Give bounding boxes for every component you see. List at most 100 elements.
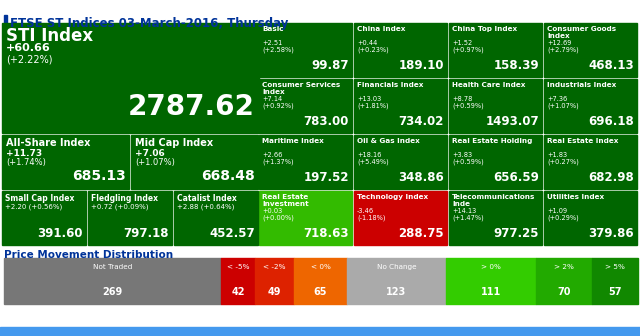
Text: Small Cap Index: Small Cap Index xyxy=(5,194,74,203)
Text: +2.51
(+2.58%): +2.51 (+2.58%) xyxy=(262,40,294,53)
Text: +7.06: +7.06 xyxy=(135,149,164,158)
Bar xyxy=(544,191,637,245)
Text: > 2%: > 2% xyxy=(554,264,573,270)
Bar xyxy=(2,23,259,133)
Text: STI Index: STI Index xyxy=(6,27,93,45)
Bar xyxy=(259,79,352,133)
Text: 391.60: 391.60 xyxy=(38,227,83,240)
Bar xyxy=(536,258,592,304)
Text: 123: 123 xyxy=(387,287,406,297)
Bar xyxy=(354,23,447,77)
Text: < -2%: < -2% xyxy=(264,264,286,270)
Bar xyxy=(354,191,447,245)
Text: 682.98: 682.98 xyxy=(588,171,634,184)
Text: +1.52
(+0.97%): +1.52 (+0.97%) xyxy=(452,40,484,53)
Text: +13.03
(+1.81%): +13.03 (+1.81%) xyxy=(357,96,388,109)
Text: Health Care Index: Health Care Index xyxy=(452,82,525,88)
Text: 468.13: 468.13 xyxy=(588,59,634,72)
Bar xyxy=(0,327,640,336)
Bar xyxy=(2,191,86,245)
Text: +2.20 (+0.56%): +2.20 (+0.56%) xyxy=(5,204,62,210)
Bar xyxy=(259,135,352,189)
Text: (+1.74%): (+1.74%) xyxy=(6,158,46,167)
Text: 656.59: 656.59 xyxy=(493,171,539,184)
Bar xyxy=(354,79,447,133)
Text: FTSE ST Indices 03-March-2016, Thursday: FTSE ST Indices 03-March-2016, Thursday xyxy=(10,16,289,30)
Text: 734.02: 734.02 xyxy=(399,115,444,128)
Text: Consumer Services
Index: Consumer Services Index xyxy=(262,82,340,94)
Bar xyxy=(131,135,258,189)
Text: Price Movement Distribution: Price Movement Distribution xyxy=(4,250,173,260)
Text: 49: 49 xyxy=(268,287,282,297)
Text: +7.36
(+1.07%): +7.36 (+1.07%) xyxy=(547,96,579,109)
Bar xyxy=(259,191,352,245)
Text: Financials Index: Financials Index xyxy=(357,82,424,88)
Bar xyxy=(544,135,637,189)
Bar xyxy=(221,258,255,304)
Bar xyxy=(544,79,637,133)
Text: > 0%: > 0% xyxy=(481,264,500,270)
Text: 2787.62: 2787.62 xyxy=(128,93,255,121)
Text: 65: 65 xyxy=(314,287,327,297)
Text: 158.39: 158.39 xyxy=(493,59,539,72)
Text: China Index: China Index xyxy=(357,26,405,32)
Text: (+2.22%): (+2.22%) xyxy=(6,54,52,64)
Bar xyxy=(4,15,7,30)
Bar xyxy=(88,191,172,245)
Text: +60.66: +60.66 xyxy=(6,43,51,53)
Text: Real Estate Holding: Real Estate Holding xyxy=(452,138,532,144)
Text: 797.18: 797.18 xyxy=(124,227,169,240)
Text: 668.48: 668.48 xyxy=(201,169,255,183)
Text: +7.14
(+0.92%): +7.14 (+0.92%) xyxy=(262,96,294,109)
Text: +0.72 (+0.09%): +0.72 (+0.09%) xyxy=(91,204,148,210)
Bar xyxy=(449,23,542,77)
Text: +0.44
(+0.23%): +0.44 (+0.23%) xyxy=(357,40,388,53)
Text: 685.13: 685.13 xyxy=(72,169,126,183)
Text: Real Estate Index: Real Estate Index xyxy=(547,138,618,144)
Text: +8.78
(+0.59%): +8.78 (+0.59%) xyxy=(452,96,484,109)
Bar xyxy=(592,258,638,304)
Text: -3.46
(-1.18%): -3.46 (-1.18%) xyxy=(357,208,385,221)
Text: Consumer Goods
Index: Consumer Goods Index xyxy=(547,26,616,39)
Text: > 5%: > 5% xyxy=(605,264,625,270)
Text: China Top Index: China Top Index xyxy=(452,26,517,32)
Text: Maritime Index: Maritime Index xyxy=(262,138,324,144)
Text: Not Traded: Not Traded xyxy=(93,264,132,270)
Text: +1.83
(+0.27%): +1.83 (+0.27%) xyxy=(547,152,579,165)
Bar xyxy=(174,191,258,245)
Text: +3.83
(+0.59%): +3.83 (+0.59%) xyxy=(452,152,484,165)
Bar xyxy=(4,258,221,304)
Text: Utilities Index: Utilities Index xyxy=(547,194,604,200)
Bar xyxy=(544,23,637,77)
Bar xyxy=(449,191,542,245)
Text: +2.88 (+0.64%): +2.88 (+0.64%) xyxy=(177,204,234,210)
Text: 42: 42 xyxy=(231,287,244,297)
Text: Basic: Basic xyxy=(262,26,284,32)
Bar xyxy=(449,135,542,189)
Bar xyxy=(347,258,446,304)
Text: 99.87: 99.87 xyxy=(312,59,349,72)
Text: 696.18: 696.18 xyxy=(588,115,634,128)
Bar xyxy=(294,258,347,304)
Bar xyxy=(2,135,129,189)
Text: Oil & Gas Index: Oil & Gas Index xyxy=(357,138,420,144)
Text: Industrials Index: Industrials Index xyxy=(547,82,616,88)
Bar xyxy=(354,135,447,189)
Text: 348.86: 348.86 xyxy=(398,171,444,184)
Text: +0.03
(+0.00%): +0.03 (+0.00%) xyxy=(262,208,294,221)
Text: +18.16
(+5.49%): +18.16 (+5.49%) xyxy=(357,152,388,165)
Text: Fledgling Index: Fledgling Index xyxy=(91,194,158,203)
Bar xyxy=(255,258,294,304)
Text: 288.75: 288.75 xyxy=(398,227,444,240)
Text: 718.63: 718.63 xyxy=(303,227,349,240)
Text: No Change: No Change xyxy=(376,264,416,270)
Text: Technology Index: Technology Index xyxy=(357,194,428,200)
Bar xyxy=(449,79,542,133)
Text: 57: 57 xyxy=(608,287,622,297)
Text: +2.66
(+1.37%): +2.66 (+1.37%) xyxy=(262,152,294,165)
Text: < 0%: < 0% xyxy=(310,264,330,270)
Text: 379.86: 379.86 xyxy=(588,227,634,240)
Text: All-Share Index: All-Share Index xyxy=(6,138,90,148)
Text: +12.69
(+2.79%): +12.69 (+2.79%) xyxy=(547,40,579,53)
Text: 70: 70 xyxy=(557,287,570,297)
